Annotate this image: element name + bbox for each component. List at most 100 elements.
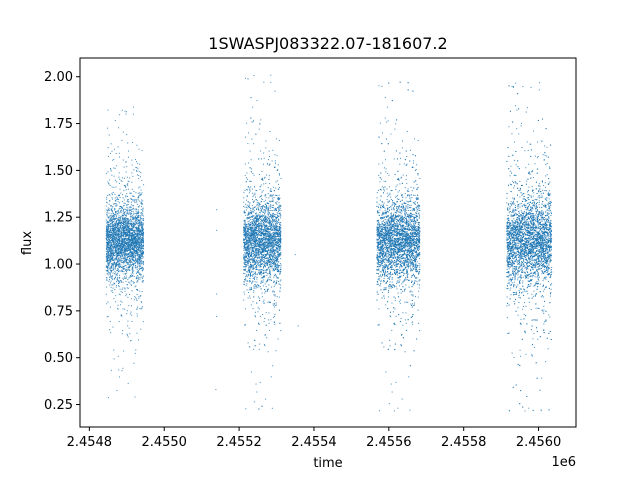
data-point <box>256 266 258 268</box>
data-point <box>106 265 108 267</box>
data-point <box>142 235 144 237</box>
data-point <box>272 212 274 214</box>
data-point <box>124 259 126 261</box>
data-point <box>130 243 132 245</box>
data-point <box>136 268 138 270</box>
data-point <box>127 220 129 222</box>
data-point <box>132 257 134 259</box>
data-point <box>117 258 119 260</box>
data-point <box>140 244 142 246</box>
data-point <box>124 241 126 243</box>
data-point <box>142 234 144 236</box>
chart-title: 1SWASPJ083322.07-181607.2 <box>208 34 447 53</box>
data-point <box>106 226 108 228</box>
data-point <box>270 81 272 83</box>
data-point <box>126 176 128 178</box>
data-point <box>130 260 132 262</box>
data-point <box>249 213 251 215</box>
data-point <box>125 229 127 231</box>
data-point <box>138 200 140 202</box>
data-point <box>138 175 140 177</box>
data-point <box>115 248 117 250</box>
data-point <box>132 205 134 207</box>
data-point <box>119 294 121 296</box>
data-point <box>121 255 123 257</box>
data-point <box>108 238 110 240</box>
data-point <box>136 266 138 268</box>
data-point <box>270 319 272 321</box>
data-point <box>108 134 110 136</box>
data-point <box>139 234 141 236</box>
data-point <box>112 240 114 242</box>
data-point <box>118 127 120 129</box>
data-point <box>135 240 137 242</box>
data-point <box>134 261 136 263</box>
data-point <box>132 252 134 254</box>
data-point <box>121 232 123 234</box>
data-point <box>125 113 127 115</box>
data-point <box>276 226 278 228</box>
data-point <box>133 212 135 214</box>
data-point <box>127 188 129 190</box>
data-point <box>137 244 139 246</box>
data-point <box>114 235 116 237</box>
data-point <box>272 200 274 202</box>
data-point <box>118 248 120 250</box>
data-point <box>250 272 252 274</box>
data-point <box>258 173 260 175</box>
data-point <box>134 217 136 219</box>
data-point <box>133 195 135 197</box>
data-point <box>129 246 131 248</box>
data-point <box>135 260 137 262</box>
data-point <box>129 219 131 221</box>
data-point <box>116 229 118 231</box>
data-point <box>131 252 133 254</box>
data-point <box>113 258 115 260</box>
data-point <box>126 166 128 168</box>
data-point <box>109 225 111 227</box>
data-point <box>123 232 125 234</box>
data-point <box>273 226 275 228</box>
data-point <box>115 259 117 261</box>
data-point <box>137 256 139 258</box>
data-point <box>278 246 280 248</box>
data-point <box>142 242 144 244</box>
data-point <box>128 220 130 222</box>
data-point <box>273 276 275 278</box>
data-point <box>131 224 133 226</box>
data-point <box>123 248 125 250</box>
data-point <box>111 231 113 233</box>
data-point <box>279 236 281 238</box>
data-point <box>279 222 281 224</box>
data-point <box>245 227 247 229</box>
data-point <box>109 229 111 231</box>
data-point <box>115 274 117 276</box>
data-point <box>115 233 117 235</box>
data-point <box>248 217 250 219</box>
data-point <box>263 152 265 154</box>
data-point <box>118 254 120 256</box>
data-point <box>137 246 139 248</box>
data-point <box>129 239 131 241</box>
data-point <box>122 197 124 199</box>
data-point <box>108 242 110 244</box>
data-point <box>112 231 114 233</box>
data-point <box>128 251 130 253</box>
data-point <box>136 263 138 265</box>
data-point <box>127 231 129 233</box>
data-point <box>111 209 113 211</box>
data-point <box>250 253 252 255</box>
data-point <box>118 265 120 267</box>
data-point <box>141 199 143 201</box>
data-point <box>141 236 143 238</box>
data-point <box>111 237 113 239</box>
data-point <box>121 315 123 317</box>
data-point <box>130 209 132 211</box>
data-point <box>113 229 115 231</box>
data-point <box>140 225 142 227</box>
data-point <box>126 240 128 242</box>
data-point <box>139 247 141 249</box>
data-point <box>251 138 253 140</box>
data-point <box>106 222 108 224</box>
data-point <box>277 216 279 218</box>
